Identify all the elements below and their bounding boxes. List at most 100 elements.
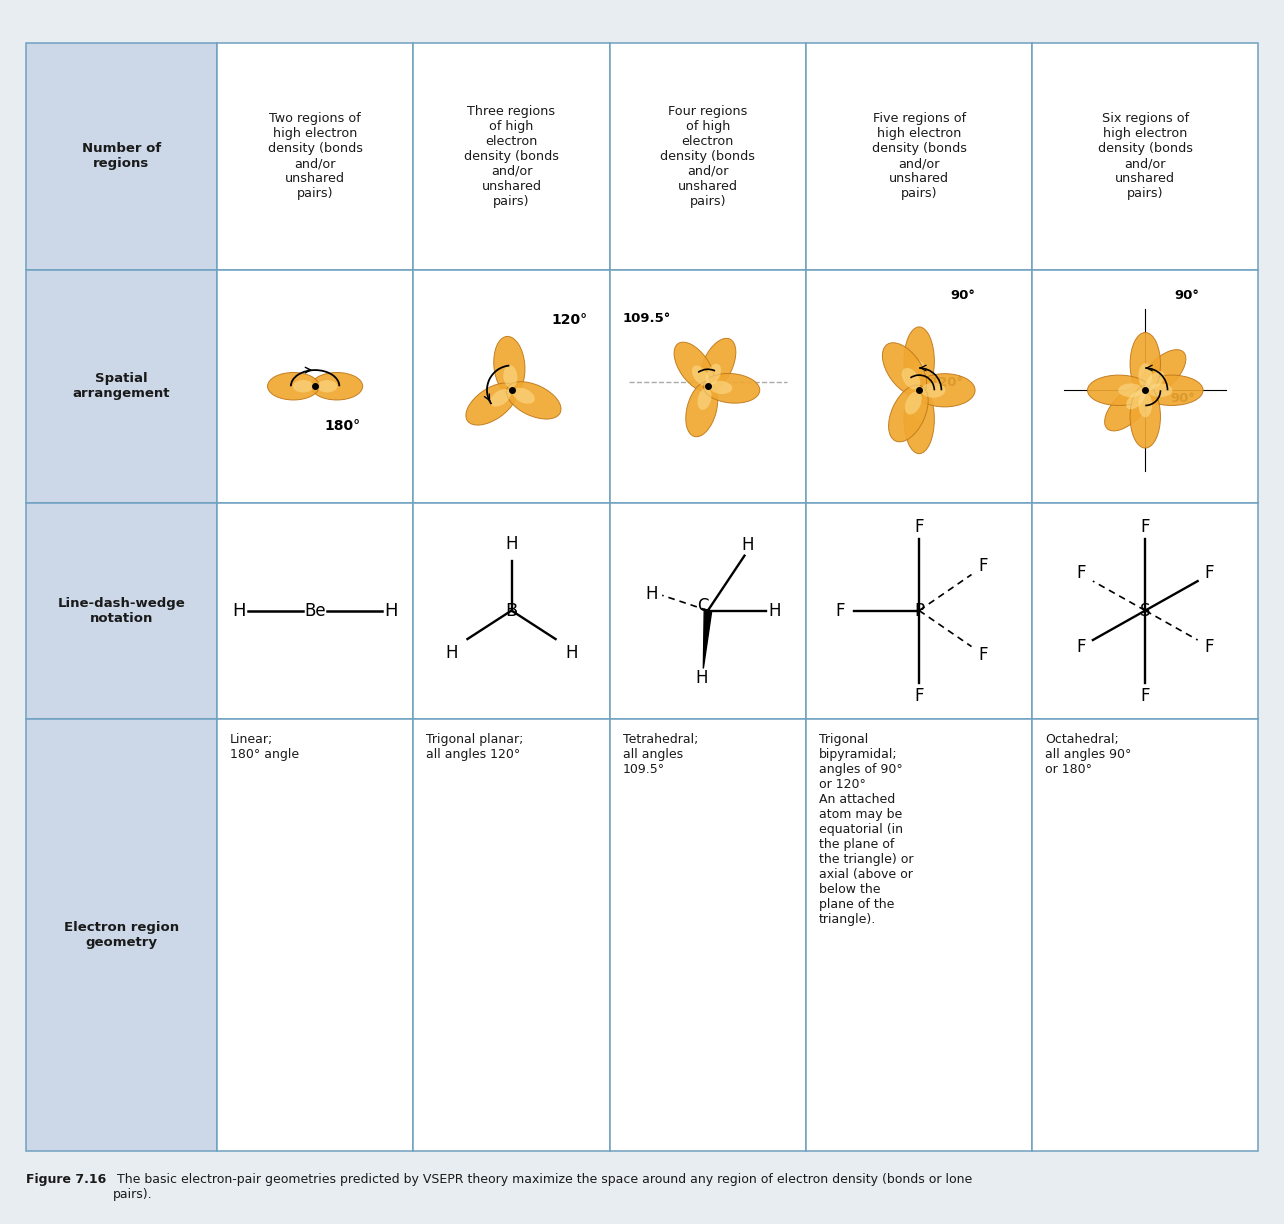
- Ellipse shape: [293, 381, 313, 393]
- Text: H: H: [444, 644, 457, 662]
- Ellipse shape: [506, 382, 561, 419]
- Ellipse shape: [913, 361, 926, 388]
- Text: F: F: [978, 557, 987, 575]
- Bar: [806, 43, 1032, 271]
- Ellipse shape: [914, 373, 975, 406]
- Text: H: H: [769, 601, 781, 619]
- Ellipse shape: [1139, 364, 1152, 388]
- Text: Four regions
of high
electron
density (bonds
and/or
unshared
pairs): Four regions of high electron density (b…: [660, 105, 755, 208]
- Ellipse shape: [706, 364, 722, 386]
- Text: Trigonal
bipyramidal;
angles of 90°
or 120°
An attached
atom may be
equatorial (: Trigonal bipyramidal; angles of 90° or 1…: [819, 733, 913, 927]
- Bar: [26, 718, 217, 1151]
- Ellipse shape: [512, 388, 534, 404]
- Text: F: F: [1204, 564, 1213, 581]
- Text: 90°: 90°: [1175, 289, 1199, 302]
- Text: Linear;
180° angle: Linear; 180° angle: [230, 733, 299, 761]
- Text: H: H: [741, 536, 754, 554]
- Bar: [217, 718, 413, 1151]
- Bar: [217, 503, 413, 718]
- Text: P: P: [914, 601, 924, 619]
- Ellipse shape: [490, 389, 511, 406]
- Ellipse shape: [1130, 333, 1161, 395]
- Ellipse shape: [913, 393, 926, 420]
- Ellipse shape: [904, 384, 935, 454]
- Ellipse shape: [1147, 383, 1172, 397]
- Text: C: C: [697, 597, 709, 614]
- Text: Spatial
arrangement: Spatial arrangement: [72, 372, 169, 400]
- Ellipse shape: [674, 343, 714, 392]
- Bar: [1032, 503, 1258, 718]
- Text: H: H: [646, 585, 657, 602]
- Ellipse shape: [889, 386, 928, 442]
- Bar: [610, 43, 806, 271]
- Ellipse shape: [267, 372, 320, 400]
- Text: H: H: [232, 601, 245, 619]
- Ellipse shape: [1130, 386, 1161, 448]
- Text: Figure 7.16: Figure 7.16: [26, 1173, 105, 1186]
- Ellipse shape: [704, 373, 760, 403]
- Text: 90°: 90°: [950, 289, 976, 302]
- Ellipse shape: [710, 381, 732, 394]
- Bar: [26, 271, 217, 503]
- Bar: [1032, 718, 1258, 1151]
- Ellipse shape: [1139, 392, 1152, 417]
- Text: Be: Be: [304, 601, 326, 619]
- Polygon shape: [704, 610, 711, 668]
- Bar: [413, 43, 610, 271]
- Bar: [610, 503, 806, 718]
- Text: H: H: [384, 601, 398, 619]
- Ellipse shape: [700, 338, 736, 392]
- Text: Three regions
of high
electron
density (bonds
and/or
unshared
pairs): Three regions of high electron density (…: [464, 105, 559, 208]
- Text: Two regions of
high electron
density (bonds
and/or
unshared
pairs): Two regions of high electron density (bo…: [267, 113, 362, 201]
- Ellipse shape: [921, 383, 945, 398]
- Text: 180°: 180°: [324, 419, 361, 433]
- Text: H: H: [505, 535, 517, 553]
- Text: 109.5°: 109.5°: [623, 312, 672, 324]
- Ellipse shape: [317, 381, 338, 393]
- Ellipse shape: [466, 383, 517, 425]
- Ellipse shape: [905, 392, 922, 415]
- Text: Number of
regions: Number of regions: [82, 142, 160, 170]
- Text: Five regions of
high electron
density (bonds
and/or
unshared
pairs): Five regions of high electron density (b…: [872, 113, 967, 201]
- Ellipse shape: [1088, 375, 1150, 405]
- Bar: [806, 503, 1032, 718]
- Text: Octahedral;
all angles 90°
or 180°: Octahedral; all angles 90° or 180°: [1045, 733, 1131, 776]
- Text: F: F: [1140, 687, 1150, 705]
- Text: F: F: [1140, 518, 1150, 536]
- Bar: [806, 271, 1032, 503]
- Text: The basic electron-pair geometries predicted by VSEPR theory maximize the space : The basic electron-pair geometries predi…: [113, 1173, 972, 1201]
- Ellipse shape: [904, 327, 935, 395]
- Text: Six regions of
high electron
density (bonds
and/or
unshared
pairs): Six regions of high electron density (bo…: [1098, 113, 1193, 201]
- Ellipse shape: [1104, 384, 1150, 431]
- Ellipse shape: [1139, 350, 1186, 397]
- Text: Electron region
geometry: Electron region geometry: [64, 920, 178, 949]
- Ellipse shape: [686, 382, 718, 437]
- Bar: [1032, 271, 1258, 503]
- Ellipse shape: [503, 365, 517, 388]
- Bar: [217, 43, 413, 271]
- Text: 120°: 120°: [930, 376, 964, 389]
- Ellipse shape: [697, 388, 711, 410]
- Ellipse shape: [1140, 375, 1203, 405]
- Text: F: F: [1077, 638, 1086, 656]
- Text: H: H: [566, 644, 578, 662]
- Bar: [413, 718, 610, 1151]
- Ellipse shape: [692, 366, 709, 386]
- Ellipse shape: [1118, 383, 1143, 397]
- Text: Trigonal planar;
all angles 120°: Trigonal planar; all angles 120°: [426, 733, 524, 761]
- Text: 90°: 90°: [1171, 393, 1195, 405]
- Ellipse shape: [311, 372, 362, 400]
- Text: F: F: [978, 646, 987, 663]
- Text: F: F: [1077, 564, 1086, 581]
- Text: Tetrahedral;
all angles
109.5°: Tetrahedral; all angles 109.5°: [623, 733, 698, 776]
- Text: F: F: [914, 518, 924, 536]
- Text: F: F: [914, 687, 924, 705]
- Text: F: F: [1204, 638, 1213, 656]
- Ellipse shape: [882, 343, 927, 397]
- Text: Line-dash-wedge
notation: Line-dash-wedge notation: [58, 596, 185, 624]
- Text: F: F: [836, 601, 845, 619]
- Bar: [413, 503, 610, 718]
- Bar: [610, 718, 806, 1151]
- Bar: [610, 271, 806, 503]
- Ellipse shape: [1145, 371, 1165, 390]
